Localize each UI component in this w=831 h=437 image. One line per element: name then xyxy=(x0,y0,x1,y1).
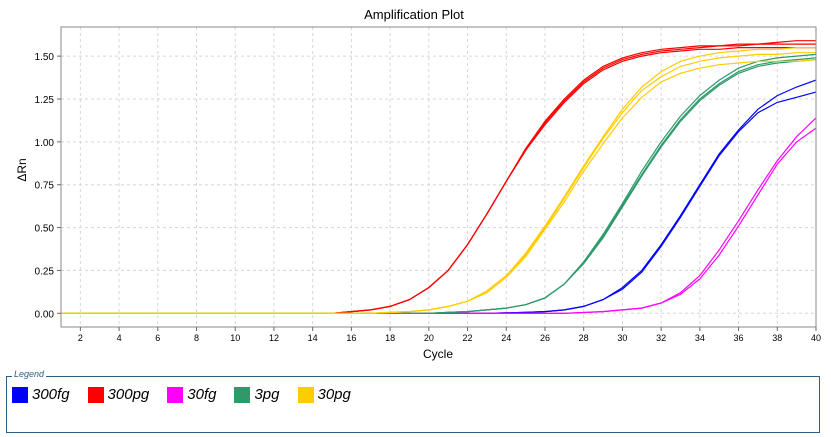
legend-label: 30fg xyxy=(187,386,217,403)
y-tick-label: 0.75 xyxy=(35,181,55,192)
x-tick-label: 6 xyxy=(155,333,160,343)
x-tick-label: 16 xyxy=(346,333,356,343)
x-tick-label: 2 xyxy=(78,333,83,343)
x-tick-label: 4 xyxy=(117,333,122,343)
series-line-300pg xyxy=(61,43,816,314)
x-tick-label: 20 xyxy=(424,333,434,343)
series-layer xyxy=(61,40,817,314)
x-tick-label: 8 xyxy=(194,333,199,343)
legend-swatch xyxy=(167,386,184,403)
legend-items: 300fg 300pg 30fg 3pg 30pg xyxy=(12,386,369,403)
x-tick-label: 36 xyxy=(734,333,744,343)
y-tick-label: 0.00 xyxy=(35,309,55,320)
x-tick-label: 34 xyxy=(695,333,705,343)
x-tick-label: 40 xyxy=(811,333,821,343)
legend-label: 300pg xyxy=(107,386,150,403)
x-tick-label: 26 xyxy=(540,333,550,343)
plot-area: 2 4 6 8 10 12 14 16 18 20 22 24 26 28 30 32 34 36 38 400.00… xyxy=(15,7,821,361)
legend-swatch xyxy=(87,386,104,403)
series-line-30fg xyxy=(61,127,817,314)
x-tick-label: 18 xyxy=(385,333,395,343)
tick-layer: 2 4 6 8 10 12 14 16 18 20 22 24 26 28 30 32 34 36 38 400.00… xyxy=(35,52,821,343)
x-tick-label: 22 xyxy=(463,333,473,343)
y-tick-label: 1.00 xyxy=(35,138,55,149)
legend-title: Legend xyxy=(12,369,47,379)
legend-item-300fg: 300fg xyxy=(12,386,70,403)
x-tick-label: 32 xyxy=(656,333,666,343)
series-line-30pg xyxy=(61,52,816,314)
legend-label: 3pg xyxy=(254,386,280,403)
series-line-300fg xyxy=(61,91,817,314)
y-tick-label: 1.50 xyxy=(35,52,55,63)
legend-item-30pg: 30pg xyxy=(297,386,351,403)
series-line-30pg xyxy=(61,59,817,314)
x-tick-label: 28 xyxy=(579,333,589,343)
legend-item-30fg: 30fg xyxy=(167,386,216,403)
legend-label: 30pg xyxy=(317,386,351,403)
x-tick-label: 24 xyxy=(501,333,511,343)
legend-item-300pg: 300pg xyxy=(87,386,150,403)
legend-swatch xyxy=(12,386,28,403)
plot-frame xyxy=(60,26,817,328)
x-axis-label: Cycle xyxy=(423,347,453,361)
legend-swatch xyxy=(297,386,314,403)
y-tick-label: 0.25 xyxy=(35,266,55,277)
grid-layer xyxy=(61,27,817,327)
legend-box xyxy=(6,376,820,433)
legend-swatch xyxy=(234,386,251,403)
y-axis-label: ΔRn xyxy=(15,158,29,181)
x-tick-label: 12 xyxy=(269,333,279,343)
x-tick-label: 10 xyxy=(230,333,240,343)
y-tick-label: 1.25 xyxy=(35,95,55,106)
chart-title: Amplification Plot xyxy=(364,7,464,22)
y-tick-label: 0.50 xyxy=(35,224,55,235)
x-tick-label: 14 xyxy=(308,333,318,343)
x-tick-label: 38 xyxy=(772,333,782,343)
legend-item-3pg: 3pg xyxy=(234,386,280,403)
series-line-30fg xyxy=(61,117,817,314)
legend-label: 300fg xyxy=(32,386,70,403)
x-tick-label: 30 xyxy=(617,333,627,343)
